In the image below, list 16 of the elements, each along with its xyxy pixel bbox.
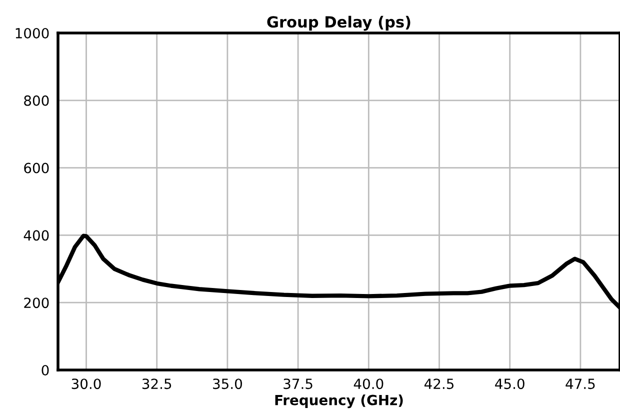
x-tick-label: 40.0 [354,378,384,390]
y-tick-label: 200 [24,298,49,308]
y-tick-label: 800 [24,95,49,106]
y-tick-label: 1000 [16,28,49,38]
x-axis-title: Frequency (GHz) [275,394,403,408]
chart-title: Group Delay (ps) [267,16,410,31]
x-tick-label: 35.0 [213,378,242,390]
x-tick-label: 47.5 [566,378,595,390]
x-tick-label: 32.5 [142,378,172,390]
x-tick-label: 37.5 [284,378,312,390]
x-tick-label: 30.0 [72,378,101,390]
x-tick-label: 45.0 [495,378,524,390]
x-tick-label: 42.5 [424,378,454,390]
y-tick-label: 400 [24,230,49,241]
y-tick-label: 600 [24,162,49,174]
y-tick-label: 0 [42,364,49,376]
